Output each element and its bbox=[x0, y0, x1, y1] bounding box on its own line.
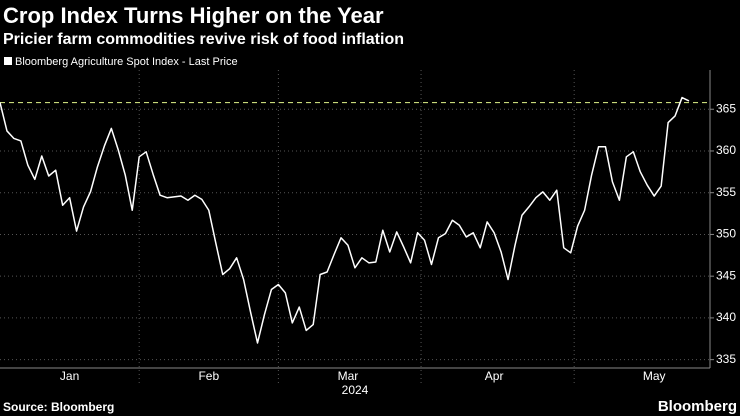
y-tick-label: 365 bbox=[716, 101, 736, 115]
y-tick-label: 360 bbox=[716, 143, 736, 157]
brand: Bloomberg bbox=[658, 398, 737, 415]
legend-swatch bbox=[4, 57, 12, 65]
chart-subtitle: Pricier farm commodities revive risk of … bbox=[3, 31, 404, 48]
x-tick-label: Jan bbox=[60, 369, 79, 383]
y-tick-label: 345 bbox=[716, 268, 736, 282]
y-tick-label: 355 bbox=[716, 185, 736, 199]
source: Source: Bloomberg bbox=[3, 400, 114, 414]
x-tick-label: May bbox=[643, 369, 666, 383]
y-tick-label: 340 bbox=[716, 310, 736, 324]
x-tick-label: Feb bbox=[198, 369, 219, 383]
year-label: 2024 bbox=[342, 383, 369, 397]
x-tick-label: Mar bbox=[338, 369, 359, 383]
x-tick-label: Apr bbox=[485, 369, 504, 383]
y-tick-label: 335 bbox=[716, 352, 736, 366]
legend-label: Bloomberg Agriculture Spot Index - Last … bbox=[15, 56, 238, 68]
series-line bbox=[0, 96, 690, 344]
chart-title: Crop Index Turns Higher on the Year bbox=[3, 3, 384, 28]
y-tick-label: 350 bbox=[716, 227, 736, 241]
